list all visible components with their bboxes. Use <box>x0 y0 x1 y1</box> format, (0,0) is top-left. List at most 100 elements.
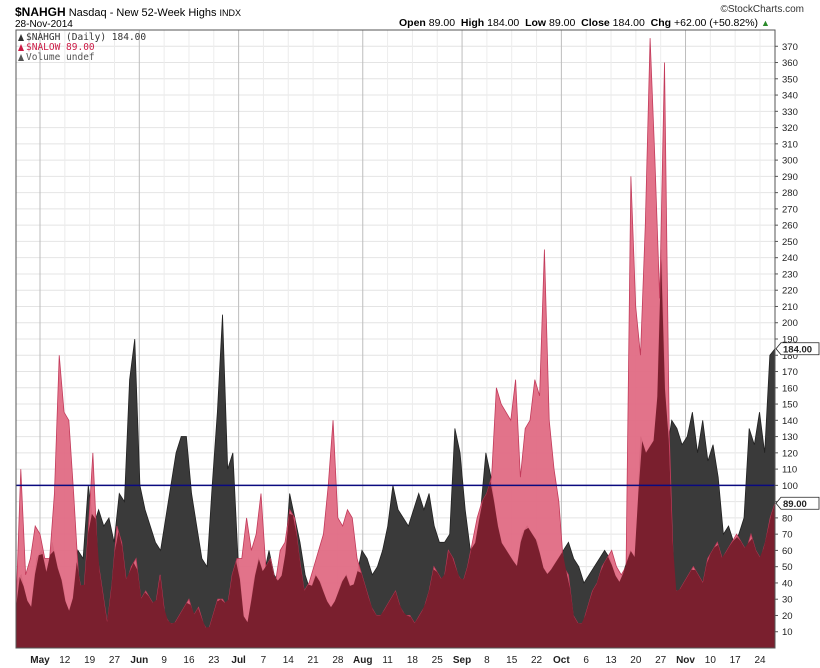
y-axis: 1020304050607080901001101201301401501601… <box>775 42 798 638</box>
x-tick-label: 15 <box>506 655 518 666</box>
y-tick-label: 140 <box>782 416 798 427</box>
x-tick-label: 11 <box>382 655 393 666</box>
y-tick-label: 130 <box>782 432 798 443</box>
x-tick-label: Sep <box>453 655 471 666</box>
x-tick-label: 24 <box>754 655 766 666</box>
chart-date: 28-Nov-2014 <box>15 19 73 30</box>
y-tick-label: 40 <box>782 578 793 589</box>
high-label: High <box>460 17 485 29</box>
brand-watermark[interactable]: ©StockCharts.com <box>720 4 804 15</box>
y-tick-label: 270 <box>782 204 798 215</box>
y-tick-label: 230 <box>782 269 798 280</box>
x-tick-label: 7 <box>261 655 267 666</box>
legend-entry: Volume undef <box>26 52 95 63</box>
legend-entry: $NAHGH (Daily) 184.00 <box>26 32 146 43</box>
legend-swatch-icon <box>18 44 24 51</box>
close-label: Close <box>581 17 610 29</box>
last-value-label: 184.00 <box>783 344 812 355</box>
y-tick-label: 50 <box>782 562 793 573</box>
y-tick-label: 80 <box>782 513 793 524</box>
x-tick-label: 25 <box>432 655 444 666</box>
y-tick-label: 20 <box>782 611 793 622</box>
last-value-tags: 184.00 89.00 <box>775 342 820 510</box>
y-tick-label: 170 <box>782 367 798 378</box>
y-tick-label: 70 <box>782 530 793 541</box>
up-arrow-icon: ▲ <box>760 18 770 28</box>
last-value-tag <box>775 496 820 510</box>
y-tick-label: 60 <box>782 546 793 557</box>
x-tick-label: Aug <box>353 655 372 666</box>
x-tick-label: Nov <box>676 655 695 666</box>
x-tick-label: 9 <box>161 655 167 666</box>
close-value: 184.00 <box>612 17 645 29</box>
x-tick-label: 16 <box>183 655 195 666</box>
y-tick-label: 110 <box>782 465 797 476</box>
exchange-label: INDX <box>219 8 242 18</box>
low-value: 89.00 <box>549 17 576 29</box>
y-tick-label: 340 <box>782 91 798 102</box>
legend: $NAHGH (Daily) 184.00$NALOW 89.00Volume … <box>18 32 146 63</box>
symbol-label: $NAHGH <box>15 5 66 19</box>
high-value: 184.00 <box>487 17 520 29</box>
y-tick-label: 330 <box>782 107 798 118</box>
x-tick-label: Jun <box>130 655 148 666</box>
x-tick-label: 10 <box>705 655 717 666</box>
y-tick-label: 180 <box>782 351 798 362</box>
x-tick-label: 18 <box>407 655 419 666</box>
last-value-label: 89.00 <box>783 499 807 510</box>
plot-areas <box>16 38 775 648</box>
y-tick-label: 210 <box>782 302 798 313</box>
legend-swatch-icon <box>18 34 24 41</box>
y-tick-label: 250 <box>782 237 798 248</box>
y-tick-label: 310 <box>782 139 798 150</box>
last-value-tag <box>775 342 820 356</box>
y-tick-label: 30 <box>782 595 793 606</box>
x-tick-label: 27 <box>109 655 121 666</box>
y-tick-label: 190 <box>782 335 798 346</box>
x-tick-label: 17 <box>730 655 742 666</box>
x-tick-label: May <box>30 655 50 666</box>
y-tick-label: 370 <box>782 42 798 53</box>
y-tick-label: 300 <box>782 156 798 167</box>
y-tick-label: 160 <box>782 383 798 394</box>
y-tick-label: 10 <box>782 627 793 638</box>
x-tick-label: 22 <box>531 655 543 666</box>
x-tick-label: 12 <box>59 655 71 666</box>
x-tick-label: 6 <box>583 655 589 666</box>
x-tick-label: 19 <box>84 655 96 666</box>
y-tick-label: 350 <box>782 74 798 85</box>
x-tick-label: Oct <box>553 655 570 666</box>
chg-value: +62.00 (+50.82%) <box>673 17 759 29</box>
y-tick-label: 100 <box>782 481 798 492</box>
x-tick-label: 28 <box>332 655 344 666</box>
x-tick-label: Jul <box>231 655 246 666</box>
y-tick-label: 200 <box>782 318 798 329</box>
chart-title: $NAHGH Nasdaq - New 52-Week Highs INDX <box>15 5 241 19</box>
y-tick-label: 360 <box>782 58 798 69</box>
legend-swatch-icon <box>18 54 24 61</box>
y-tick-label: 290 <box>782 172 798 183</box>
x-tick-label: 8 <box>484 655 490 666</box>
legend-entry: $NALOW 89.00 <box>26 42 95 53</box>
y-tick-label: 240 <box>782 253 798 264</box>
symbol-description: Nasdaq - New 52-Week Highs <box>68 7 217 19</box>
series-area-overlap <box>16 258 775 648</box>
y-tick-label: 120 <box>782 448 798 459</box>
x-axis: May 12 19 27 Jun 9 16 23 Jul 7 14 21 28 Aug 11 18 25 Sep 8… <box>30 655 766 666</box>
y-tick-label: 320 <box>782 123 798 134</box>
x-tick-label: 20 <box>630 655 642 666</box>
x-tick-label: 27 <box>655 655 667 666</box>
chg-label: Chg <box>650 17 672 29</box>
low-label: Low <box>525 17 547 29</box>
y-tick-label: 220 <box>782 286 798 297</box>
x-tick-label: 13 <box>605 655 617 666</box>
y-tick-label: 280 <box>782 188 798 199</box>
ohlc-readout: Open 89.00 High 184.00 Low 89.00 Close 1… <box>399 17 770 29</box>
open-value: 89.00 <box>428 17 456 29</box>
x-tick-label: 14 <box>283 655 295 666</box>
open-label: Open <box>399 17 426 29</box>
y-tick-label: 260 <box>782 221 798 232</box>
x-tick-label: 21 <box>308 655 320 666</box>
x-tick-label: 23 <box>208 655 220 666</box>
